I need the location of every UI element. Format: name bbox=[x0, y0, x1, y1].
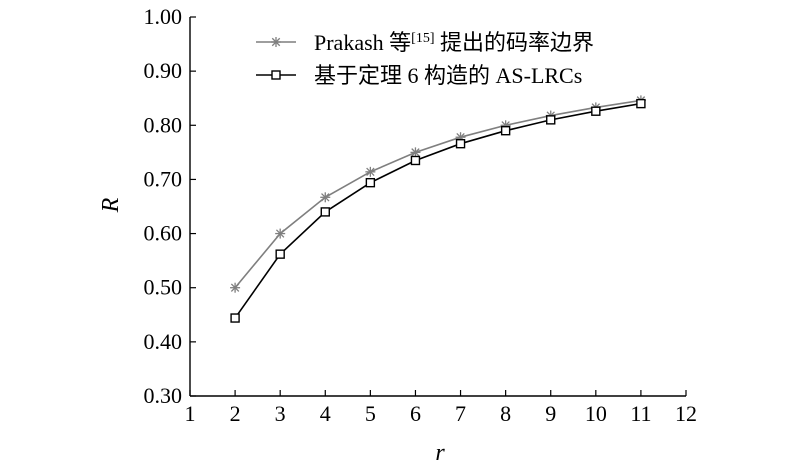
asterisk-stroke bbox=[230, 283, 240, 292]
legend-label-superscript: [15] bbox=[411, 31, 434, 46]
data-point-square bbox=[410, 155, 421, 166]
y-tick-label: 0.80 bbox=[144, 112, 183, 137]
legend: Prakash 等[15] 提出的码率边界 基于定理 6 构造的 AS-LRCs bbox=[256, 30, 594, 88]
x-tick-label: 7 bbox=[455, 401, 466, 426]
legend-asterisk bbox=[271, 37, 281, 47]
y-tick-label: 0.60 bbox=[144, 221, 183, 246]
y-tick-label: 0.50 bbox=[144, 275, 183, 300]
legend-marker-square bbox=[271, 70, 281, 80]
data-point-square bbox=[500, 125, 511, 136]
x-tick-label: 8 bbox=[500, 401, 511, 426]
plot-area bbox=[189, 17, 686, 397]
asterisk-stroke bbox=[366, 167, 375, 177]
legend-square bbox=[271, 70, 281, 80]
y-tick-label: 0.40 bbox=[144, 329, 183, 354]
x-axis-ticks: 1 2 3 4 5 6 7 8 9 10 11 12 bbox=[185, 390, 697, 426]
data-point-square bbox=[275, 249, 285, 259]
x-tick-label: 11 bbox=[630, 401, 651, 426]
series-line bbox=[234, 99, 642, 289]
series-line bbox=[234, 102, 642, 319]
y-tick-label: 0.90 bbox=[144, 58, 183, 83]
x-tick-label: 2 bbox=[230, 401, 241, 426]
asterisk-stroke bbox=[275, 229, 285, 238]
data-point-square bbox=[230, 313, 240, 323]
data-point-asterisk bbox=[230, 282, 241, 293]
y-tick-label: 0.70 bbox=[144, 166, 183, 191]
y-tick-label: 1.00 bbox=[144, 4, 183, 29]
data-point-square bbox=[636, 98, 646, 109]
y-axis-ticks: 0.30 0.40 0.50 0.60 0.70 0.80 0.90 1.00 bbox=[144, 4, 196, 408]
x-axis-title: r bbox=[435, 440, 445, 466]
data-point-asterisk bbox=[275, 228, 286, 239]
data-point-asterisk bbox=[365, 166, 376, 177]
legend-label-main: Prakash 等 bbox=[314, 30, 411, 55]
data-point-square bbox=[591, 106, 601, 116]
data-point-square bbox=[455, 138, 466, 149]
legend-label-rest: 提出的码率边界 bbox=[434, 30, 594, 55]
x-tick-label: 1 bbox=[185, 401, 196, 426]
legend-label-prakash: Prakash 等[15] 提出的码率边界 bbox=[314, 30, 594, 55]
x-tick-label: 5 bbox=[365, 401, 376, 426]
data-point-square bbox=[320, 207, 330, 217]
x-tick-label: 12 bbox=[675, 401, 697, 426]
x-tick-label: 6 bbox=[410, 401, 421, 426]
series-prakash bbox=[230, 95, 646, 293]
x-tick-label: 9 bbox=[545, 401, 556, 426]
series-as-lrcs bbox=[230, 98, 646, 323]
y-tick-label: 0.30 bbox=[144, 383, 183, 408]
data-point-square bbox=[546, 115, 556, 125]
x-tick-label: 4 bbox=[320, 401, 331, 426]
data-point-square bbox=[365, 177, 376, 188]
asterisk-stroke bbox=[271, 37, 281, 47]
asterisk-stroke bbox=[321, 193, 330, 202]
y-axis-title: R bbox=[98, 197, 124, 213]
legend-marker-asterisk bbox=[271, 37, 281, 47]
legend-item-prakash: Prakash 等[15] 提出的码率边界 bbox=[256, 30, 594, 55]
data-point-asterisk bbox=[320, 192, 331, 203]
series-layer bbox=[230, 95, 646, 323]
asterisk-stroke bbox=[411, 148, 420, 157]
legend-item-as-lrcs: 基于定理 6 构造的 AS-LRCs bbox=[256, 63, 582, 88]
x-tick-label: 10 bbox=[585, 401, 607, 426]
data-point-asterisk bbox=[410, 147, 421, 158]
legend-label-as-lrcs: 基于定理 6 构造的 AS-LRCs bbox=[314, 63, 582, 88]
x-tick-label: 3 bbox=[275, 401, 286, 426]
